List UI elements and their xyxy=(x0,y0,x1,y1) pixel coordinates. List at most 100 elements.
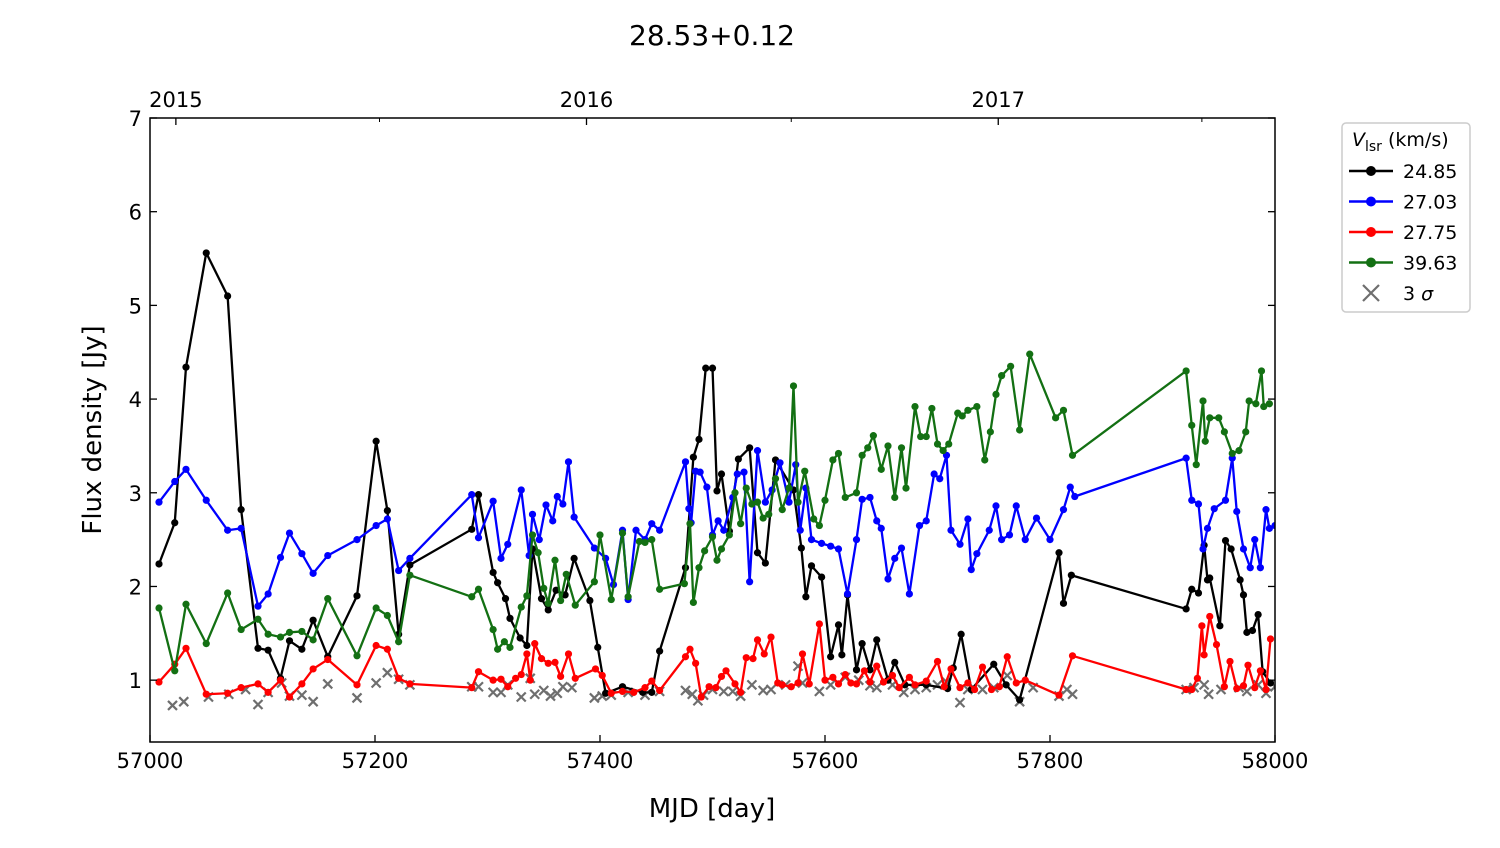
data-point xyxy=(1052,414,1060,422)
data-point xyxy=(309,616,317,624)
data-point xyxy=(869,432,877,440)
data-point xyxy=(544,606,552,614)
data-point xyxy=(797,544,805,552)
x-tick-label: 57200 xyxy=(342,749,409,773)
data-point xyxy=(1012,502,1020,510)
sigma-marker xyxy=(252,699,264,710)
data-point xyxy=(254,602,262,610)
data-point xyxy=(873,662,881,670)
data-point xyxy=(734,455,742,463)
data-point xyxy=(834,680,843,688)
data-point xyxy=(586,596,594,605)
data-point xyxy=(298,645,306,653)
data-point xyxy=(759,514,767,522)
data-point xyxy=(182,363,190,371)
data-point xyxy=(1220,428,1228,436)
data-point xyxy=(742,654,750,662)
legend-label: 27.75 xyxy=(1403,222,1457,244)
data-point xyxy=(928,404,936,413)
data-point xyxy=(624,593,632,601)
data-point xyxy=(1016,426,1024,434)
data-point xyxy=(956,540,964,548)
sigma-marker xyxy=(566,682,578,693)
data-point xyxy=(1055,549,1063,557)
data-point xyxy=(922,517,930,525)
data-point xyxy=(598,671,606,680)
sigma-marker xyxy=(370,677,382,689)
data-point xyxy=(468,593,476,601)
data-point xyxy=(590,544,598,552)
y-axis-label: Flux density [Jy] xyxy=(78,325,108,534)
data-point xyxy=(801,467,809,475)
data-point xyxy=(468,491,476,499)
data-point xyxy=(264,590,272,598)
data-point xyxy=(523,650,531,658)
data-point xyxy=(866,678,874,686)
data-point xyxy=(778,681,786,689)
data-point xyxy=(922,677,930,685)
data-point xyxy=(551,658,559,666)
data-point xyxy=(155,678,163,686)
data-point xyxy=(264,646,272,654)
data-point xyxy=(731,680,739,688)
data-point xyxy=(559,500,567,508)
data-point xyxy=(395,674,403,682)
data-point xyxy=(1226,657,1234,666)
data-point xyxy=(1236,576,1244,584)
data-point xyxy=(264,688,272,696)
data-point xyxy=(534,549,542,557)
data-point xyxy=(1262,685,1270,694)
data-point xyxy=(1228,449,1236,458)
data-point xyxy=(990,660,998,668)
data-point xyxy=(879,678,888,686)
data-point xyxy=(778,506,786,514)
series-line xyxy=(157,251,1272,701)
data-point xyxy=(973,402,981,411)
data-point xyxy=(1055,691,1063,699)
data-point xyxy=(468,525,476,533)
data-point xyxy=(697,693,705,701)
data-point xyxy=(978,663,987,671)
data-point xyxy=(866,493,874,502)
data-point xyxy=(843,590,852,598)
y-tick-label: 4 xyxy=(129,388,142,412)
data-point xyxy=(237,625,245,634)
top-tick-label: 2017 xyxy=(972,88,1025,112)
data-point xyxy=(1059,599,1068,607)
data-point xyxy=(285,628,294,636)
data-point xyxy=(964,515,972,523)
data-point xyxy=(681,653,690,661)
legend-label: 3 σ xyxy=(1403,283,1434,305)
data-point xyxy=(202,690,210,698)
data-point xyxy=(917,432,925,441)
data-point xyxy=(995,683,1003,691)
data-point xyxy=(528,531,537,539)
data-point xyxy=(785,484,793,492)
data-point xyxy=(406,680,414,688)
data-point xyxy=(551,556,559,564)
data-point xyxy=(562,570,570,578)
data-point xyxy=(648,688,656,696)
data-point xyxy=(930,470,938,478)
data-point xyxy=(748,500,756,508)
data-point xyxy=(155,604,163,612)
data-point xyxy=(309,636,317,644)
legend-title: Vlsr (km/s) xyxy=(1352,129,1449,155)
data-point xyxy=(821,496,829,504)
data-point xyxy=(224,689,232,697)
data-point xyxy=(202,496,210,504)
data-point xyxy=(182,465,190,473)
data-point xyxy=(765,510,773,518)
data-point xyxy=(713,487,721,495)
sigma-marker xyxy=(529,688,541,700)
data-point xyxy=(1046,536,1054,544)
data-point xyxy=(761,498,769,506)
data-point xyxy=(834,621,843,629)
data-point xyxy=(224,589,232,597)
data-point xyxy=(725,531,733,539)
series-24-85 xyxy=(155,249,1275,704)
data-point xyxy=(1203,524,1212,532)
sigma-marker xyxy=(765,684,777,695)
data-point xyxy=(827,542,835,550)
data-point xyxy=(324,595,332,603)
